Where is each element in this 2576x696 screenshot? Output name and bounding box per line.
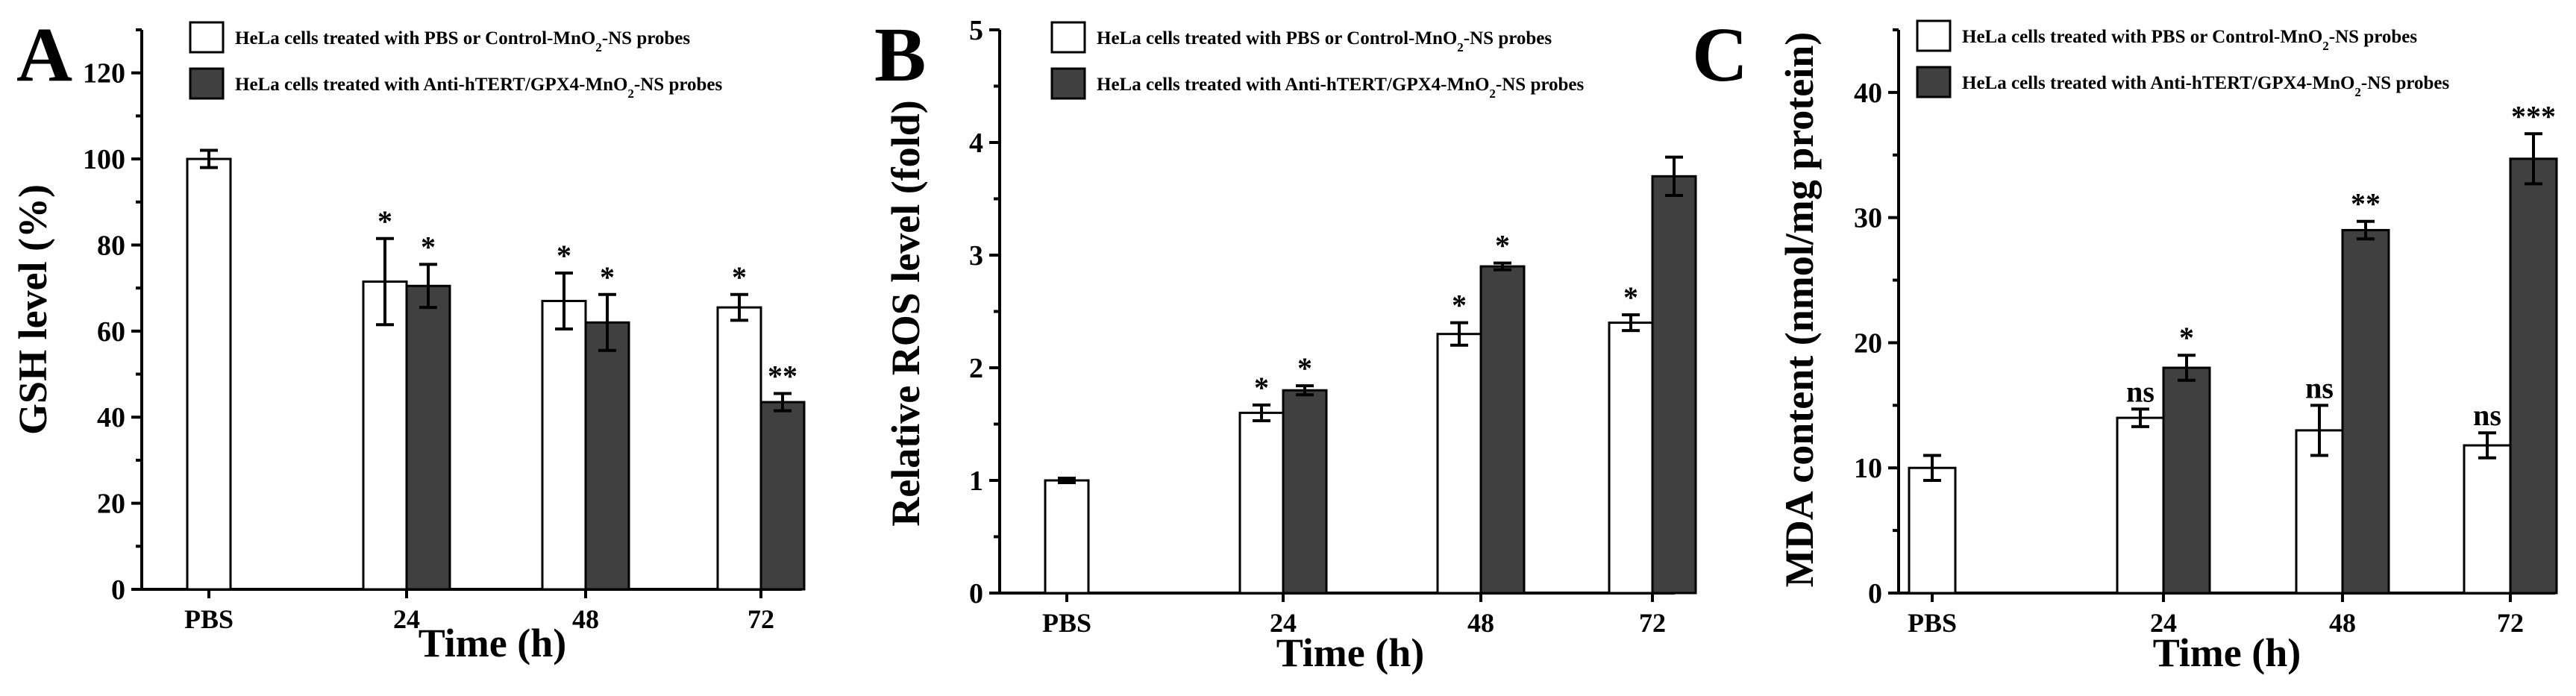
- bar-anti-htert: [1651, 175, 1697, 595]
- significance-label: *: [421, 230, 436, 263]
- y-tick-label: 0: [969, 578, 983, 609]
- legend-swatch: [1050, 21, 1086, 54]
- bar-control: [2116, 416, 2165, 595]
- bar-control: [1044, 479, 1090, 595]
- significance-label: ns: [2305, 371, 2334, 404]
- significance-label: *: [1623, 280, 1638, 314]
- legend-label: HeLa cells treated with PBS or Control-M…: [1962, 27, 2417, 53]
- bar-control: [716, 306, 762, 591]
- y-tick-label: 100: [83, 144, 125, 175]
- bar-control: [1608, 322, 1654, 595]
- bar-control: [186, 157, 232, 591]
- significance-label: **: [2351, 187, 2381, 221]
- bar-control: [1436, 333, 1482, 595]
- bar-control: [2463, 444, 2512, 595]
- significance-label: *: [1495, 229, 1510, 263]
- x-tick-label: 48: [2329, 608, 2356, 638]
- bar-control: [1238, 411, 1285, 595]
- bar-anti-htert: [759, 401, 806, 591]
- chart-panel-a: A 0 20 40 60 80 100 120 PBS 24 48 72 Time (h) GSH lev…: [10, 12, 806, 665]
- chart-panel-b: B 0 1 2 3 4 5 PBS 24 48 72 Time (h) Relative ROS lev…: [874, 12, 1697, 675]
- y-tick-label: 5: [969, 15, 983, 46]
- x-axis-title: Time (h): [419, 621, 567, 665]
- legend-swatch: [1916, 19, 1952, 52]
- panel-letter: A: [16, 12, 72, 98]
- legend-label: HeLa cells treated with Anti-hTERT/GPX4-…: [1962, 73, 2450, 99]
- y-tick-label: 2: [969, 353, 983, 384]
- x-tick-label: 24: [2150, 608, 2177, 638]
- chart-panel-c: C 0 10 20 30 40 PBS 24 48 72 Time (h) MDA content (…: [1692, 12, 2558, 675]
- significance-label: ***: [2511, 99, 2556, 133]
- y-tick-label: 30: [1854, 203, 1882, 234]
- significance-label: ns: [2126, 374, 2154, 408]
- legend-swatch: [189, 67, 225, 100]
- y-axis-title: GSH level (%): [10, 184, 55, 435]
- y-tick-label: 20: [1854, 327, 1882, 359]
- bar-anti-htert: [405, 284, 451, 591]
- legend-swatch: [1050, 67, 1086, 100]
- significance-label: *: [557, 239, 571, 272]
- bar-anti-htert: [2341, 228, 2390, 595]
- significance-label: *: [1254, 371, 1269, 404]
- bar-anti-htert: [2162, 366, 2211, 595]
- x-tick-label: 24: [1270, 608, 1297, 638]
- significance-label: **: [768, 360, 797, 393]
- y-tick-label: 120: [83, 58, 125, 90]
- legend-swatch: [1916, 66, 1952, 98]
- x-tick-label: 72: [1639, 608, 1666, 638]
- bar-anti-htert: [2509, 157, 2558, 595]
- y-tick-label: 40: [97, 402, 125, 433]
- x-tick-label: 72: [2497, 608, 2524, 638]
- y-axis-title: MDA content (nmol/mg protein): [1777, 32, 1822, 587]
- significance-label: *: [732, 260, 747, 294]
- significance-label: ns: [2473, 398, 2501, 432]
- bar-control: [1908, 466, 1957, 595]
- legend-label: HeLa cells treated with PBS or Control-M…: [235, 28, 690, 54]
- x-tick-label: 48: [572, 604, 599, 634]
- legend-label: HeLa cells treated with Anti-hTERT/GPX4-…: [1097, 75, 1585, 101]
- y-tick-label: 0: [1868, 578, 1882, 609]
- x-tick-label: PBS: [184, 604, 234, 634]
- y-tick-label: 80: [97, 230, 125, 261]
- y-tick-label: 0: [111, 574, 125, 606]
- significance-label: *: [600, 260, 615, 294]
- legend-swatch: [189, 21, 225, 54]
- bar-control: [541, 299, 587, 591]
- x-tick-label: 48: [1467, 608, 1494, 638]
- x-tick-label: 72: [748, 604, 774, 634]
- x-tick-label: 24: [393, 604, 420, 634]
- bar-control: [362, 280, 408, 591]
- bar-anti-htert: [1479, 265, 1526, 595]
- x-tick-label: PBS: [1908, 608, 1957, 638]
- x-axis-title: Time (h): [2153, 630, 2301, 675]
- panel-letter: C: [1692, 12, 1748, 98]
- x-tick-label: PBS: [1042, 608, 1091, 638]
- y-tick-label: 40: [1854, 78, 1882, 109]
- legend-label: HeLa cells treated with PBS or Control-M…: [1097, 28, 1552, 54]
- y-tick-label: 10: [1854, 453, 1882, 484]
- y-tick-label: 60: [97, 316, 125, 348]
- y-tick-label: 4: [969, 128, 983, 159]
- y-tick-label: 20: [97, 489, 125, 520]
- significance-label: *: [1297, 351, 1312, 385]
- panel-letter: B: [874, 12, 926, 98]
- x-axis-title: Time (h): [1276, 630, 1425, 675]
- y-tick-label: 3: [969, 240, 983, 272]
- bar-anti-htert: [584, 321, 630, 591]
- significance-label: *: [377, 204, 392, 238]
- y-axis-title: Relative ROS level (fold): [883, 100, 928, 526]
- significance-label: *: [2179, 321, 2194, 354]
- significance-label: *: [1452, 289, 1467, 322]
- bar-anti-htert: [1282, 389, 1328, 595]
- y-tick-label: 1: [969, 465, 983, 497]
- legend-label: HeLa cells treated with Anti-hTERT/GPX4-…: [235, 75, 723, 101]
